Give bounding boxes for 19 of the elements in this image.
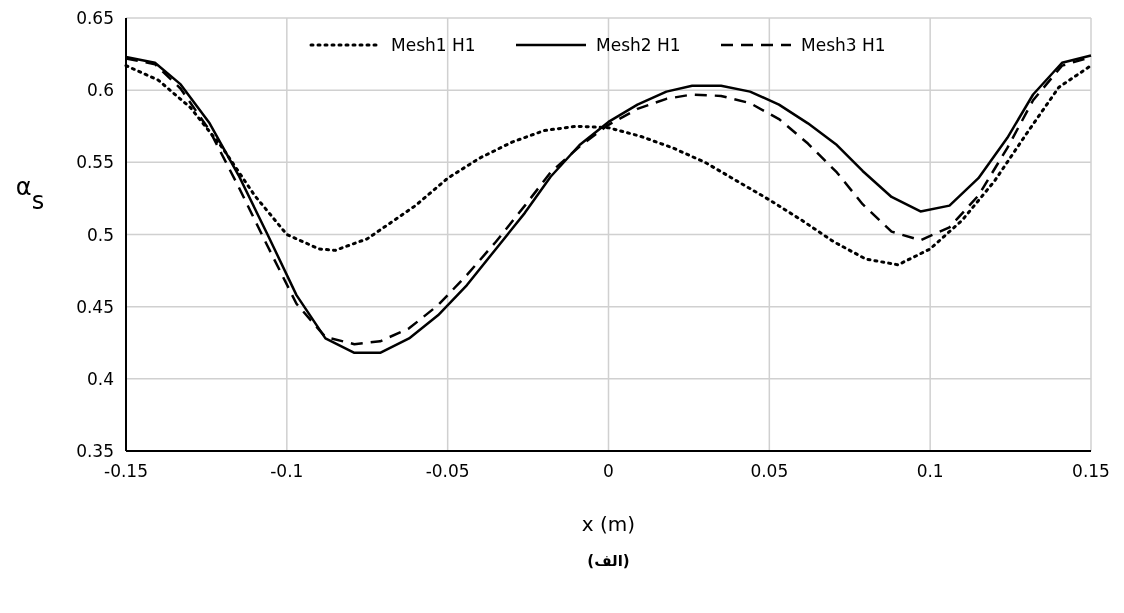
x-tick-label: 0.05 [750, 461, 789, 481]
text: (الف) [587, 552, 630, 570]
legend-label: Mesh1 H1 [391, 35, 476, 55]
y-tick-label: 0.65 [76, 8, 114, 28]
x-tick-label: 0.1 [916, 461, 944, 481]
x-tick-label: -0.1 [270, 461, 304, 481]
y-tick-label: 0.4 [86, 368, 114, 389]
x-tick-label: 0 [603, 461, 614, 481]
y-tick-label: 0.6 [86, 80, 114, 101]
x-tick-label: -0.15 [104, 461, 148, 481]
legend-label: Mesh3 H1 [801, 35, 886, 55]
y-tick-label: 0.55 [76, 152, 114, 173]
y-tick-label: 0.45 [76, 296, 114, 317]
legend-label: Mesh2 H1 [596, 35, 681, 55]
x-axis-title: x (m) [581, 512, 636, 536]
x-tick-label: 0.15 [1072, 461, 1110, 481]
y-tick-label: 0.5 [86, 224, 114, 245]
x-tick-label: -0.05 [425, 461, 470, 481]
y-tick-label: 0.35 [76, 441, 114, 461]
